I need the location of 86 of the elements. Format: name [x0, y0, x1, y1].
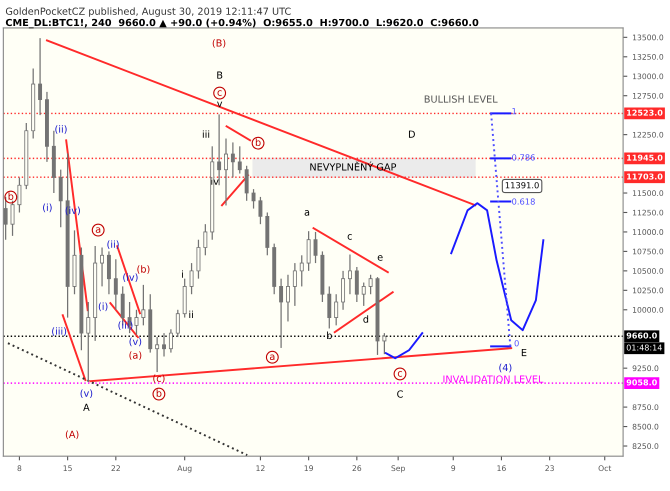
annotation: c: [348, 234, 352, 240]
candlestick: [106, 250, 111, 295]
ref-line-label: 12523.0: [627, 110, 663, 116]
annotation: 0: [514, 340, 519, 346]
candlestick: [86, 301, 90, 383]
annotation: (i): [98, 302, 108, 312]
annotation: ii: [189, 310, 193, 318]
annotation: b: [8, 192, 14, 200]
annotation: iii: [202, 130, 210, 138]
annotation: (ii): [55, 125, 67, 134]
annotation: (a): [129, 351, 142, 360]
candlestick: [141, 284, 146, 326]
candlestick: [17, 176, 22, 214]
candlestick: [168, 328, 173, 354]
annotation: (A): [66, 430, 78, 440]
annotation: a: [304, 210, 310, 216]
candlestick: [244, 165, 249, 202]
annotation: 0.786: [512, 154, 535, 161]
annotation: (4): [499, 364, 512, 372]
candlestick: [354, 266, 359, 303]
candlestick: [4, 196, 8, 240]
annotation: BULLISH LEVEL: [424, 95, 498, 103]
candlestick: [348, 254, 352, 295]
annotation: i: [182, 270, 183, 278]
annotation: 1: [512, 108, 516, 114]
candlestick: [114, 258, 118, 310]
ref-line-label: 11703.0: [627, 173, 663, 180]
candlestick: [176, 309, 180, 338]
candlestick: [368, 274, 373, 295]
annotation: a: [96, 227, 100, 233]
candlestick: [306, 230, 311, 272]
ref-line-label: 9058.0: [626, 379, 657, 386]
annotation: A: [83, 404, 90, 411]
annotation: a: [270, 354, 274, 360]
ref-line-label: 11945.0: [627, 154, 663, 161]
annotation: (iii): [52, 327, 66, 336]
annotation: (b): [137, 265, 150, 274]
candlestick: [224, 138, 228, 206]
candlestick: [203, 224, 208, 256]
candlestick: [196, 239, 200, 280]
candlestick: [100, 246, 104, 288]
annotation: D: [408, 130, 415, 138]
candlestick: [382, 332, 386, 355]
annotation: (v): [80, 389, 92, 398]
annotation: (i): [43, 204, 52, 212]
annotation: c: [218, 90, 222, 96]
chart-subtitle: CME_DL:BTC1!, 240 9660.0 ▲ +90.0 (+0.94%) O:9655.0 H:9700.0 L:9620.0 C:9660.0: [6, 18, 478, 28]
candlestick: [292, 262, 297, 307]
ref-line-label: 9660.0: [626, 332, 657, 339]
annotation: C: [397, 390, 403, 398]
text: 01:48:14: [626, 344, 662, 351]
chart-title: GoldenPocketCZ published, August 30, 2019 12:11:47 UTC: [6, 7, 291, 17]
annotation: (c): [153, 374, 165, 384]
annotation: c: [398, 371, 402, 377]
annotation: 0.618: [512, 198, 535, 205]
candlestick: [258, 196, 262, 225]
candlestick: [38, 37, 42, 116]
annotation: B: [217, 72, 222, 79]
candlestick: [286, 274, 290, 322]
candlestick: [334, 294, 338, 326]
annotation: b: [156, 389, 162, 397]
candlestick: [190, 262, 194, 295]
candlestick: [279, 278, 284, 349]
annotation: 11391.0: [506, 182, 539, 188]
annotation: (B): [212, 39, 226, 48]
annotation: (ii): [107, 240, 119, 250]
annotation: (v): [130, 338, 142, 346]
candlestick: [300, 254, 304, 288]
candlestick: [162, 332, 166, 358]
candlestick: [327, 286, 332, 330]
candlestick: [155, 336, 160, 373]
candlestick: [217, 114, 222, 186]
annotation: v: [217, 102, 222, 107]
annotation: INVALIDATION LEVEL: [443, 375, 544, 383]
annotation: iv: [211, 177, 219, 185]
candlestick: [10, 200, 14, 236]
annotation: d: [363, 315, 368, 323]
annotation: E: [522, 348, 526, 356]
annotation: b: [256, 138, 261, 146]
candlestick: [314, 231, 318, 264]
candlestick: [341, 270, 346, 310]
candlestick: [252, 188, 256, 210]
candlestick: [230, 142, 235, 178]
candlestick: [134, 309, 138, 336]
annotation: e: [378, 255, 383, 261]
band-label: NEVYPLNĚNÝ GAP: [310, 161, 396, 171]
